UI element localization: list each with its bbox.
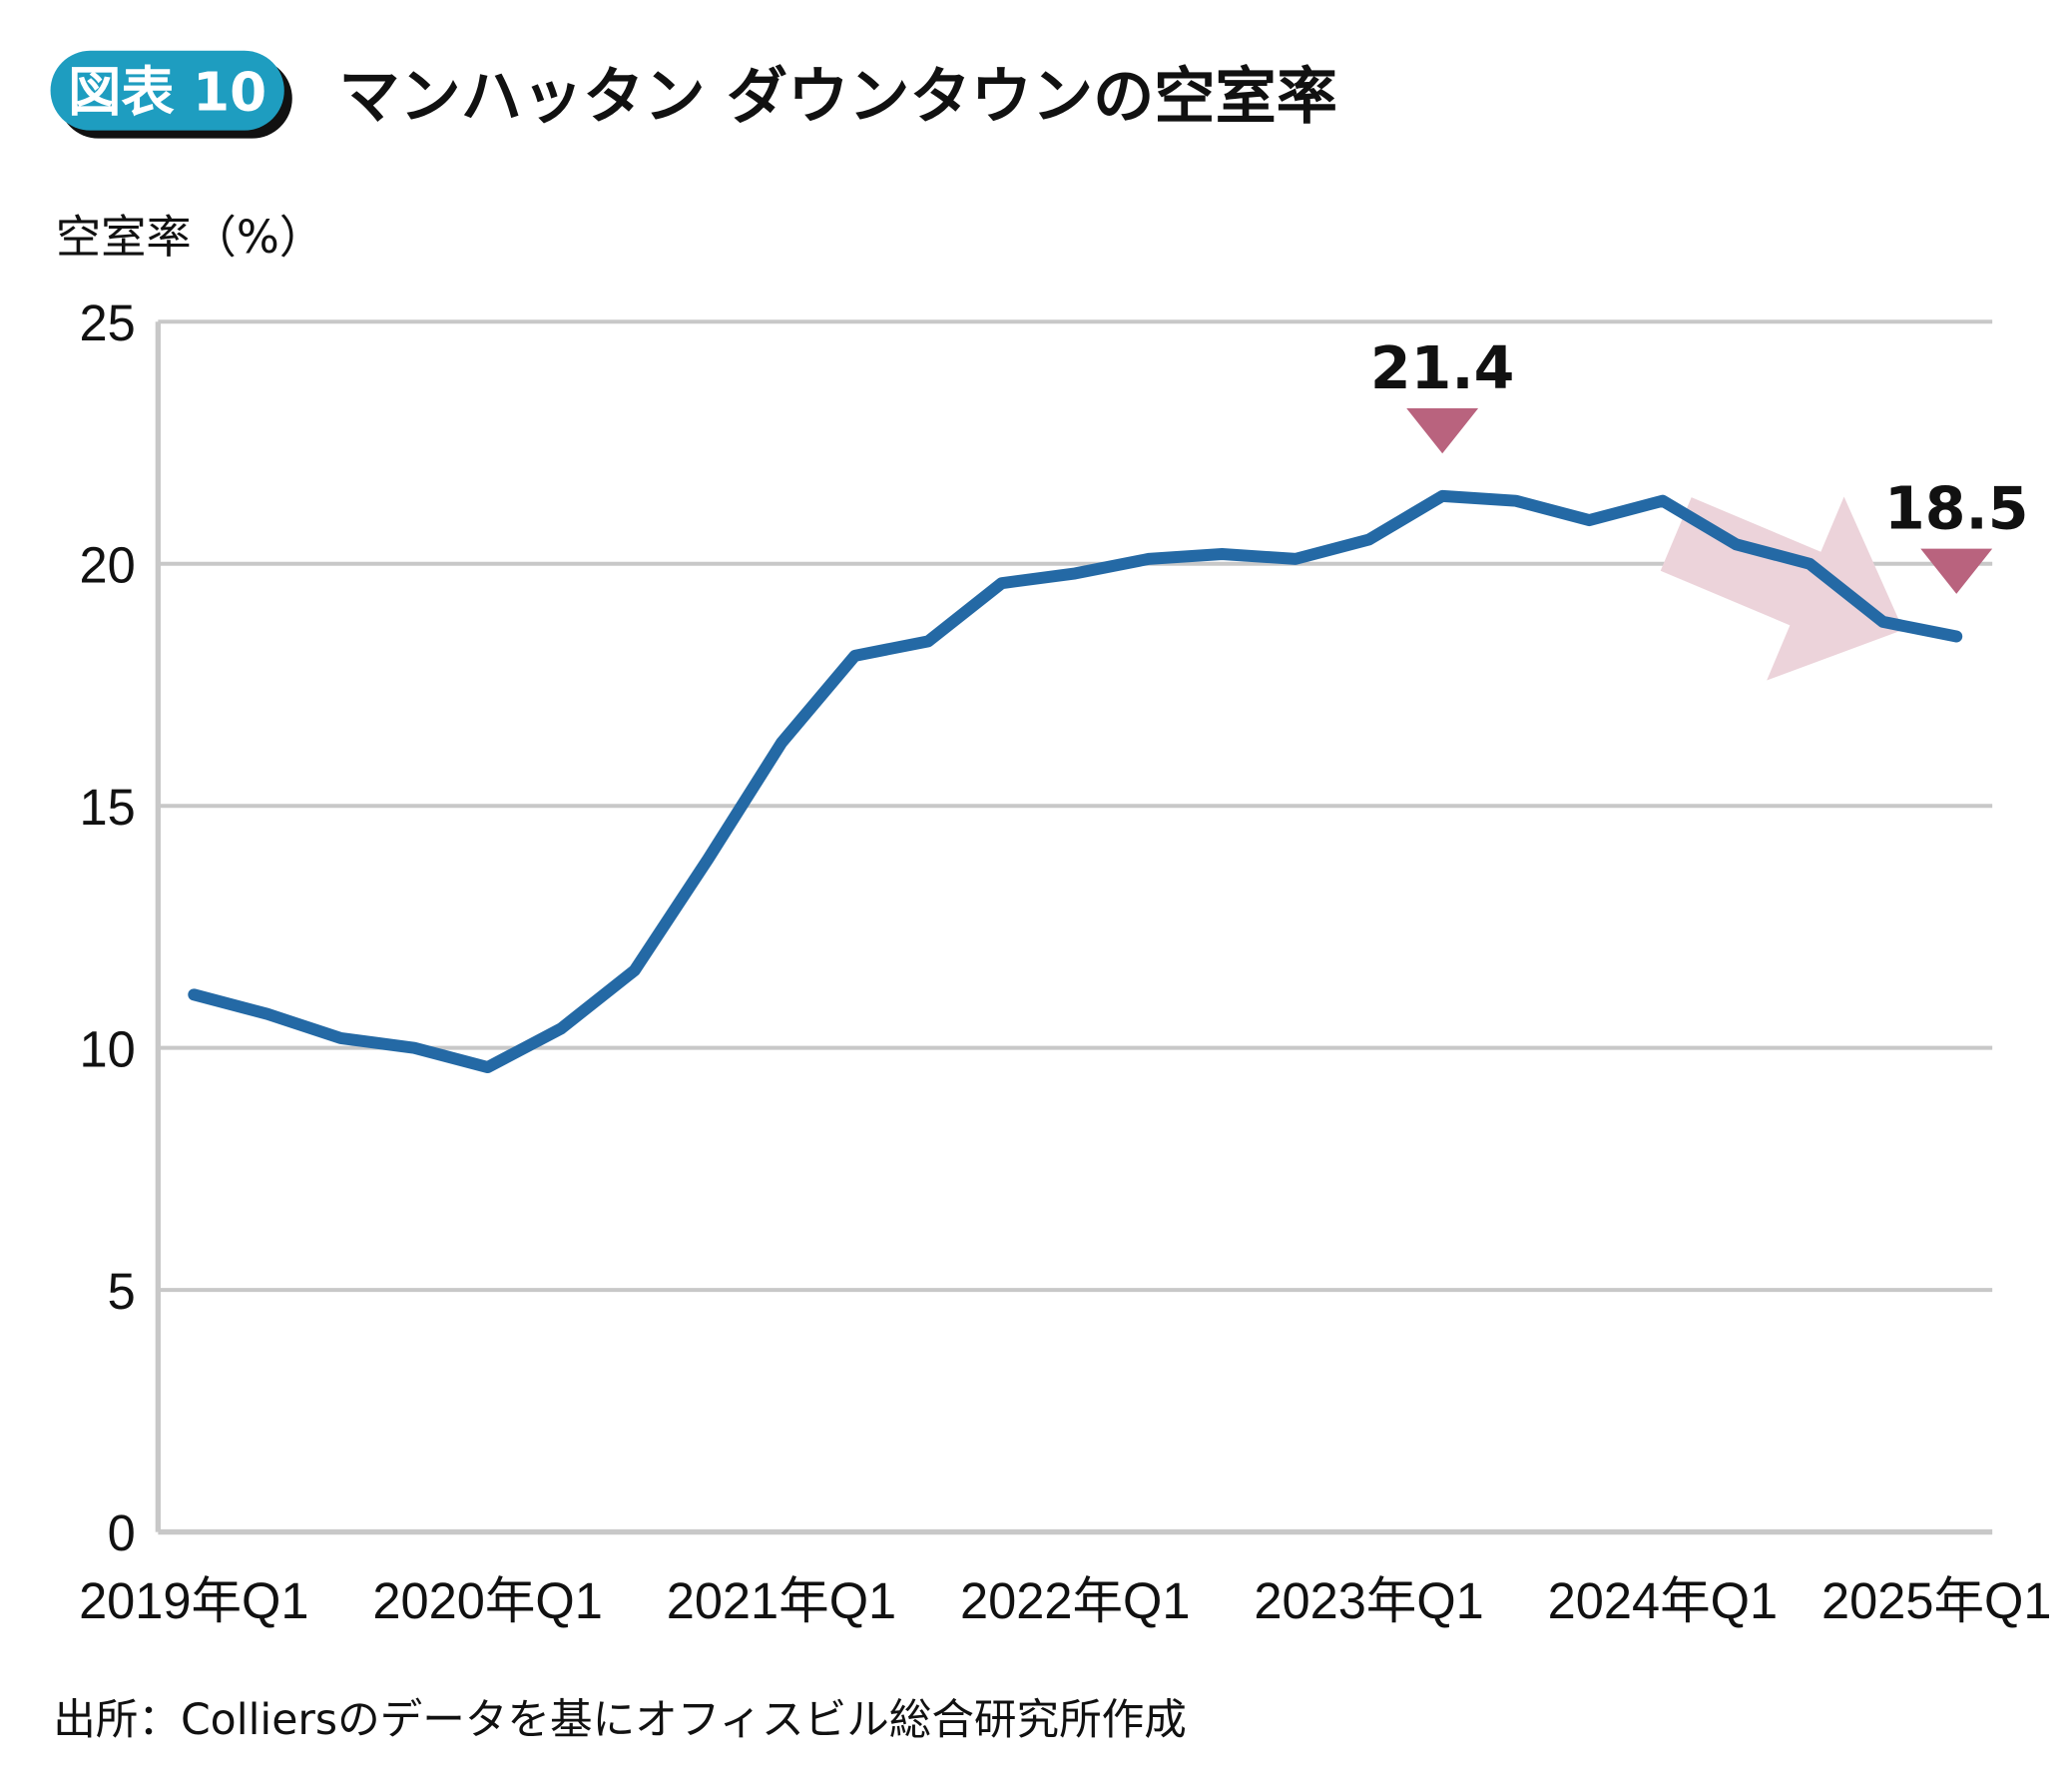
x-tick-label: 2020年Q1: [372, 1572, 602, 1629]
x-tick-label: 2025年Q1: [1821, 1572, 2051, 1629]
y-tick-label: 15: [80, 779, 136, 836]
badge: [50, 50, 284, 131]
trend-arrow: [1660, 496, 1903, 681]
x-tick-label: 2024年Q1: [1548, 1572, 1778, 1629]
y-tick-label: 5: [108, 1263, 136, 1320]
trend-arrow-shape: [1660, 496, 1903, 681]
annotation-marker: [1406, 408, 1479, 454]
source-note: 出所：Colliersのデータを基にオフィスビル総合研究所作成: [53, 1695, 1187, 1745]
data-label: 21.4: [1370, 334, 1514, 402]
badge-label: 図表 10: [68, 62, 266, 124]
x-ticks: 2019年Q1 2020年Q1 2021年Q1 2022年Q1 2023年Q1 2024年…: [79, 1572, 2051, 1629]
x-tick-label: 2021年Q1: [667, 1572, 896, 1629]
y-tick-label: 25: [80, 295, 136, 351]
x-tick-label: 2022年Q1: [960, 1572, 1190, 1629]
y-tick-label: 20: [80, 536, 136, 593]
annotation-marker: [1920, 548, 1993, 594]
page-title: マンハッタン ダウンタウンの空室率: [338, 61, 1337, 132]
y-axis-label: 空室率（%）: [56, 211, 324, 264]
y-ticks: 0 5 10 15 20 25: [80, 295, 136, 1561]
x-tick-label: 2019年Q1: [79, 1572, 308, 1629]
y-tick-label: 0: [108, 1504, 136, 1561]
x-tick-label: 2023年Q1: [1254, 1572, 1483, 1629]
annotations: 21.4 18.5: [1370, 334, 2028, 594]
header: 図表 10 マンハッタン ダウンタウンの空室率: [50, 50, 1337, 139]
y-tick-label: 10: [80, 1020, 136, 1077]
data-label: 18.5: [1884, 475, 2028, 543]
gridlines: [155, 319, 1993, 1535]
series: [188, 489, 1963, 1074]
